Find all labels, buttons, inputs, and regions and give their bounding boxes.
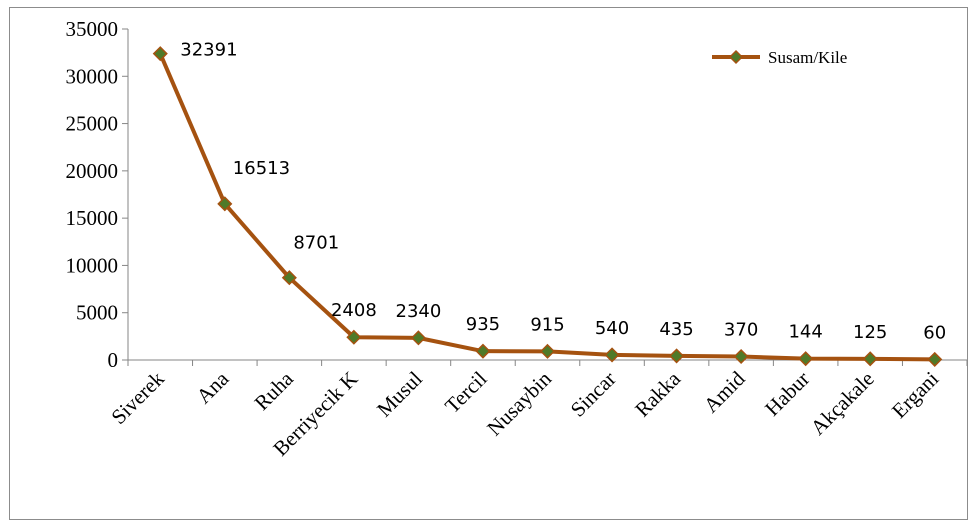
data-point [281,270,297,286]
data-label: 8701 [293,233,339,254]
data-label: 2340 [396,301,442,322]
data-point [798,351,814,367]
y-tick-label: 0 [108,348,119,372]
data-point [152,46,168,62]
data-label: 125 [853,322,887,343]
series-layer: 32391 16513 8701 2408 2340 935 915 540 435 370 144… [152,40,946,367]
legend: Susam/Kile [712,48,847,67]
data-point [862,351,878,367]
legend-label: Susam/Kile [768,48,847,67]
y-tick-label: 15000 [66,206,119,230]
data-point [475,343,491,359]
y-tick-label: 25000 [66,112,119,136]
y-tick-label: 5000 [76,301,118,325]
y-tick-label: 20000 [66,159,119,183]
y-axis: 0 5000 10000 15000 20000 25000 30000 35000 [66,17,129,372]
data-label: 540 [595,318,629,339]
data-label: 2408 [331,300,377,321]
data-label: 370 [724,320,758,341]
data-label: 435 [659,319,693,340]
data-point [669,348,685,364]
data-point [217,196,233,212]
data-label: 935 [466,314,500,335]
data-label: 144 [788,322,822,343]
data-point [927,351,943,367]
data-label: 60 [923,322,946,343]
y-tick-label: 35000 [66,17,119,41]
data-point [539,343,556,359]
data-label: 16513 [233,158,290,179]
data-point [410,330,426,346]
data-point [604,347,620,363]
y-tick-label: 10000 [66,253,119,277]
chart-frame [9,7,968,520]
data-point [346,329,362,345]
y-tick-label: 30000 [66,64,119,88]
data-label: 32391 [180,40,237,61]
legend-diamond-marker [728,49,744,65]
data-point [733,348,749,365]
data-label: 915 [530,314,564,335]
